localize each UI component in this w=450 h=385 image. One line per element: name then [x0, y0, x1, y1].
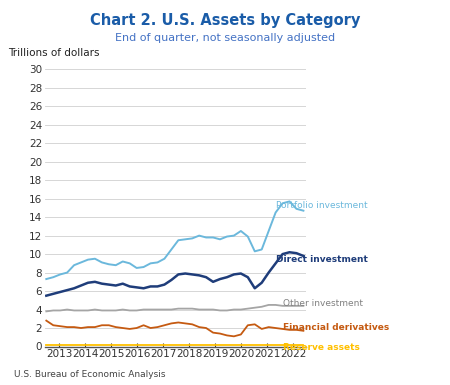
Text: Direct investment: Direct investment: [275, 255, 368, 264]
Text: U.S. Bureau of Economic Analysis: U.S. Bureau of Economic Analysis: [14, 370, 165, 379]
Text: Chart 2. U.S. Assets by Category: Chart 2. U.S. Assets by Category: [90, 13, 360, 28]
Text: Financial derivatives: Financial derivatives: [283, 323, 389, 332]
Text: End of quarter, not seasonally adjusted: End of quarter, not seasonally adjusted: [115, 33, 335, 43]
Text: Portfolio investment: Portfolio investment: [275, 201, 367, 209]
Text: Other investment: Other investment: [283, 300, 363, 308]
Text: Reserve assets: Reserve assets: [283, 343, 360, 352]
Text: Trillions of dollars: Trillions of dollars: [9, 48, 100, 58]
